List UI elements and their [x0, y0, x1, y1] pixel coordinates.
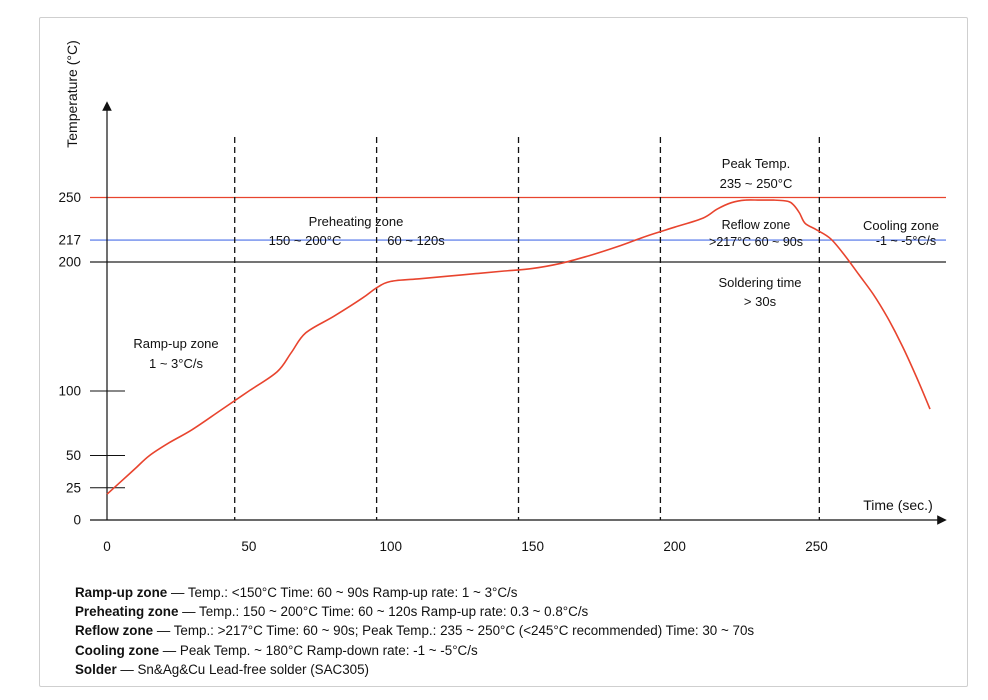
note-solder: Solder — Sn&Ag&Cu Lead-free solder (SAC3… — [75, 660, 754, 679]
rampup-title-label: Ramp-up zone — [133, 336, 218, 351]
reflow-title-label: Reflow zone — [722, 218, 791, 232]
note-reflow: Reflow zone — Temp.: >217°C Time: 60 ~ 9… — [75, 621, 754, 640]
preheat-temp-label: 150 ~ 200°C — [269, 233, 342, 248]
y-tick-label: 217 — [58, 233, 81, 248]
x-tick-label: 200 — [663, 539, 686, 554]
cooling-detail-label: -1 ~ -5°C/s — [876, 234, 936, 248]
y-axis-title: Temperature (°C) — [64, 40, 80, 148]
note-preheating: Preheating zone — Temp.: 150 ~ 200°C Tim… — [75, 602, 754, 621]
note-text: — Temp.: <150°C Time: 60 ~ 90s Ramp-up r… — [167, 585, 518, 600]
y-tick-label: 100 — [58, 384, 81, 399]
x-tick-label: 250 — [805, 539, 828, 554]
preheat-title-label: Preheating zone — [309, 214, 404, 229]
note-text: — Temp.: >217°C Time: 60 ~ 90s; Peak Tem… — [153, 623, 755, 639]
note-text: — Sn&Ag&Cu Lead-free solder (SAC305) — [116, 661, 369, 677]
reflow-detail-label: >217°C 60 ~ 90s — [709, 235, 803, 249]
notes-list: Ramp-up zone — Temp.: <150°C Time: 60 ~ … — [75, 583, 754, 679]
note-text: — Peak Temp. ~ 180°C Ramp-down rate: -1 … — [159, 642, 478, 658]
x-axis-title: Time (sec.) — [863, 497, 932, 513]
note-label: Reflow zone — [75, 623, 154, 639]
chart-frame — [39, 17, 968, 687]
x-tick-label: 50 — [241, 539, 256, 554]
soldering-detail-label: > 30s — [744, 294, 777, 309]
note-rampup: Ramp-up zone — Temp.: <150°C Time: 60 ~ … — [75, 583, 754, 602]
note-label: Preheating zone — [75, 604, 179, 620]
cooling-title-label: Cooling zone — [863, 218, 939, 233]
y-tick-label: 250 — [58, 190, 81, 205]
x-tick-label: 0 — [103, 539, 111, 554]
y-tick-label: 200 — [58, 255, 81, 270]
y-tick-label: 25 — [66, 480, 81, 495]
note-label: Cooling zone — [75, 642, 160, 658]
note-text: — Temp.: 150 ~ 200°C Time: 60 ~ 120s Ram… — [178, 604, 589, 620]
x-tick-label: 100 — [380, 539, 403, 554]
note-cooling: Cooling zone — Peak Temp. ~ 180°C Ramp-d… — [75, 641, 754, 660]
preheat-time-label: 60 ~ 120s — [387, 233, 445, 248]
x-tick-label: 150 — [521, 539, 544, 554]
peak-title-label: Peak Temp. — [722, 156, 790, 171]
note-label: Ramp-up zone — [75, 585, 168, 600]
y-tick-label: 0 — [73, 513, 81, 528]
series-line-reflow-profile — [106, 199, 931, 495]
y-tick-label: 50 — [66, 448, 81, 463]
soldering-title-label: Soldering time — [718, 275, 801, 290]
rampup-detail-label: 1 ~ 3°C/s — [149, 356, 203, 371]
note-label: Solder — [75, 661, 117, 677]
peak-range-label: 235 ~ 250°C — [720, 176, 793, 191]
